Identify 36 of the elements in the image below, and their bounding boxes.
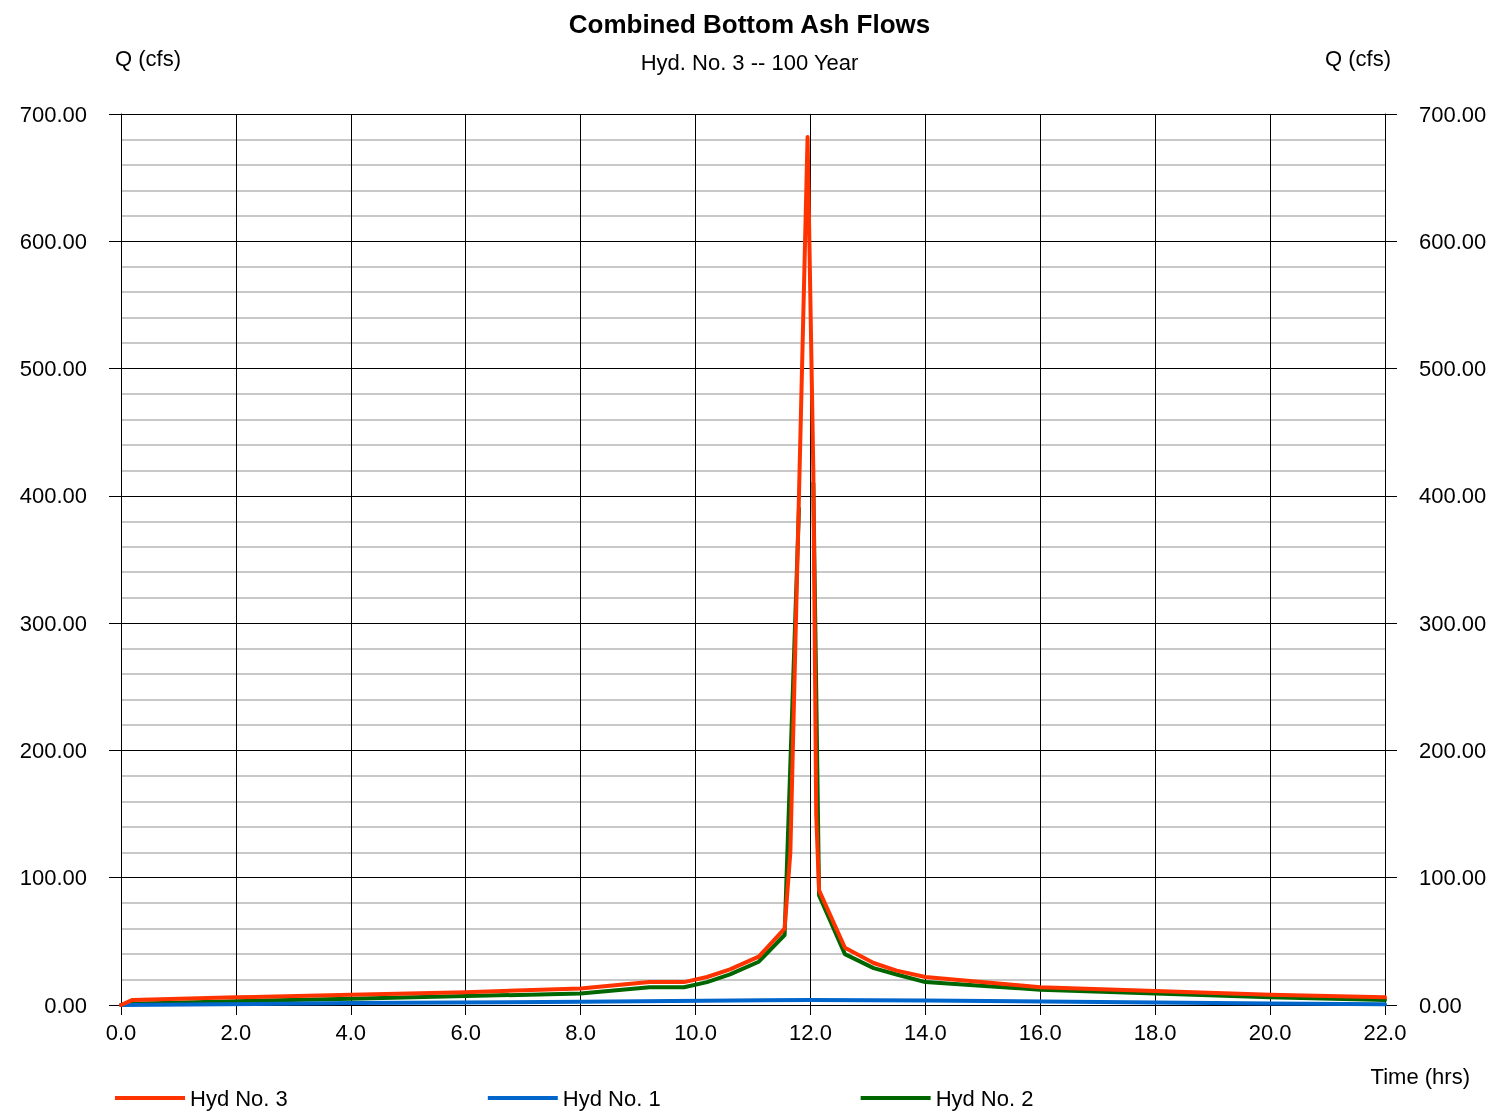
y2-tick-label: 300.00 [1419,610,1487,636]
chart-title: Combined Bottom Ash Flows [568,9,931,39]
x-tick-label: 20.0 [1248,1019,1292,1045]
y2-tick-label: 400.00 [1419,483,1487,509]
x-tick-label: 22.0 [1363,1019,1407,1045]
y-tick-label: 600.00 [19,228,87,254]
x-tick-label: 16.0 [1018,1019,1062,1045]
y-tick-label: 300.00 [19,610,87,636]
x-tick-label: 18.0 [1133,1019,1177,1045]
y-tick-label: 500.00 [19,356,87,382]
x-tick-label: 12.0 [789,1019,832,1045]
y-tick-label: 200.00 [19,737,87,763]
x-tick-label: 8.0 [565,1019,596,1045]
legend-label: Hyd No. 1 [562,1085,661,1111]
y-tick-label: 0.00 [44,992,87,1018]
y2-tick-label: 0.00 [1419,992,1462,1018]
y-tick-label: 700.00 [19,101,87,127]
legend-label: Hyd No. 3 [190,1085,288,1111]
legend-label: Hyd No. 2 [935,1085,1034,1111]
y2-axis-title: Q (cfs) [1325,45,1391,71]
x-tick-label: 2.0 [220,1019,252,1045]
x-tick-label: 14.0 [903,1019,947,1045]
y-axis-title: Q (cfs) [115,45,181,71]
x-tick-label: 0.0 [105,1019,137,1045]
x-tick-label: 4.0 [335,1019,367,1045]
y2-tick-label: 500.00 [1419,356,1487,382]
y2-tick-label: 700.00 [1419,101,1487,127]
x-axis-title: Time (hrs) [1370,1063,1470,1089]
y2-tick-label: 200.00 [1419,737,1487,763]
y2-tick-label: 100.00 [1419,865,1487,891]
x-tick-label: 6.0 [450,1019,482,1045]
y-tick-label: 400.00 [19,483,87,509]
y-tick-label: 100.00 [19,865,87,891]
chart-subtitle: Hyd. No. 3 -- 100 Year [640,49,859,75]
x-tick-label: 10.0 [674,1019,717,1045]
y2-tick-label: 600.00 [1419,228,1487,254]
